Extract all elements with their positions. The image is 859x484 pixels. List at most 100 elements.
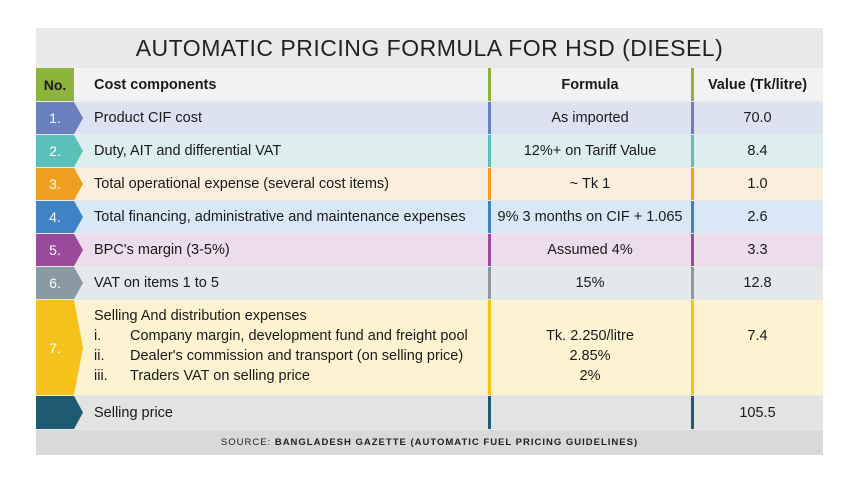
row-arrow-icon xyxy=(74,168,83,200)
value-cell: 12.8 xyxy=(743,275,772,291)
header-divider xyxy=(691,68,694,101)
table-row: 2. Duty, AIT and differential VAT 12%+ o… xyxy=(36,135,823,167)
row-number-cell: 3. xyxy=(36,168,83,200)
subitem-roman: i. xyxy=(94,328,102,344)
row-number: 7. xyxy=(36,300,74,395)
cost-cell: BPC's margin (3-5%) xyxy=(83,234,488,266)
subitem-text: Dealer's commission and transport (on se… xyxy=(130,348,464,364)
column-divider xyxy=(691,267,694,299)
column-divider xyxy=(691,234,694,266)
value-cell: 2.6 xyxy=(747,209,768,225)
table-row: 5. BPC's margin (3-5%) Assumed 4% 3.3 xyxy=(36,234,823,266)
column-divider xyxy=(488,396,491,429)
row-number-cell: 4. xyxy=(36,201,83,233)
subitem-formula: Tk. 2.250/litre xyxy=(546,328,634,344)
row-number-cell: 2. xyxy=(36,135,83,167)
cost-text: Total financing, administrative and main… xyxy=(94,209,466,225)
row-number: 5. xyxy=(36,234,74,266)
column-divider xyxy=(488,201,491,233)
cost-cell: Duty, AIT and differential VAT xyxy=(83,135,488,167)
column-divider xyxy=(691,201,694,233)
row-number xyxy=(36,396,74,429)
subitem-roman: iii. xyxy=(94,368,108,384)
cost-text: Duty, AIT and differential VAT xyxy=(94,143,282,159)
cost-cell: Product CIF cost xyxy=(83,102,488,134)
cost-cell: VAT on items 1 to 5 xyxy=(83,267,488,299)
value-cell: 8.4 xyxy=(747,143,768,159)
subitem: ii. Dealer's commission and transport (on… xyxy=(94,346,468,366)
column-divider xyxy=(488,234,491,266)
column-divider xyxy=(691,396,694,429)
formula-cell: Assumed 4% xyxy=(547,242,633,258)
cost-cell: Selling And distribution expenses i. Comp… xyxy=(94,306,468,386)
value-cell: 3.3 xyxy=(747,242,768,258)
row-number: 4. xyxy=(36,201,74,233)
formula-cell: ~ Tk 1 xyxy=(569,176,611,192)
row-arrow-icon xyxy=(74,300,83,395)
subitem-formula: 2% xyxy=(579,368,601,384)
row-number-cell: 5. xyxy=(36,234,83,266)
column-divider xyxy=(488,267,491,299)
column-divider xyxy=(691,102,694,134)
row-number: 2. xyxy=(36,135,74,167)
column-divider xyxy=(691,168,694,200)
column-divider xyxy=(488,135,491,167)
cost-cell: Total financing, administrative and main… xyxy=(83,201,488,233)
column-divider xyxy=(691,300,694,395)
row-number-cell: 1. xyxy=(36,102,83,134)
subitem: i. Company margin, development fund and f… xyxy=(94,326,468,346)
value-cell: 70.0 xyxy=(743,110,772,126)
row-arrow-icon xyxy=(74,201,83,233)
subitem: iii. Traders VAT on selling price xyxy=(94,366,468,386)
header-divider xyxy=(488,68,491,101)
row-number-cell: 7. xyxy=(36,300,83,395)
row-number: 1. xyxy=(36,102,74,134)
cost-text: Total operational expense (several cost … xyxy=(94,176,389,192)
row-arrow-icon xyxy=(74,135,83,167)
cost-cell: Total operational expense (several cost … xyxy=(83,168,488,200)
header-formula: Formula xyxy=(561,76,619,93)
row-arrow-icon xyxy=(74,102,83,134)
source-label: SOURCE: xyxy=(220,437,272,448)
column-divider xyxy=(691,135,694,167)
cost-text: BPC's margin (3-5%) xyxy=(94,242,230,258)
source-caption: SOURCE: BANGLADESH GAZETTE (AUTOMATIC FU… xyxy=(36,430,823,455)
pricing-table: AUTOMATIC PRICING FORMULA FOR HSD (DIESE… xyxy=(36,28,823,455)
row-number-cell: 6. xyxy=(36,267,83,299)
column-divider xyxy=(488,168,491,200)
subitem-text: Traders VAT on selling price xyxy=(130,368,310,384)
formula-cell: 12%+ on Tariff Value xyxy=(523,143,657,159)
header-value: Value (Tk/litre) xyxy=(707,76,808,93)
cost-text: Selling price xyxy=(94,404,173,421)
formula-cell: As imported xyxy=(551,110,629,126)
row-number: 6. xyxy=(36,267,74,299)
table-row: 4. Total financing, administrative and m… xyxy=(36,201,823,233)
cost-text: Selling And distribution expenses xyxy=(94,308,307,324)
subitem-roman: ii. xyxy=(94,348,105,364)
formula-cell xyxy=(488,396,692,429)
header-row: No. Cost components Formula Value (Tk/li… xyxy=(36,68,823,101)
table-row: 3. Total operational expense (several co… xyxy=(36,168,823,200)
value-cell: 105.5 xyxy=(739,404,776,421)
row-arrow-icon xyxy=(74,267,83,299)
formula-cell: Tk. 2.250/litre 2.85% 2% xyxy=(488,326,692,386)
header-no-cell: No. xyxy=(36,68,83,101)
header-no: No. xyxy=(36,68,74,101)
row-number: 3. xyxy=(36,168,74,200)
column-divider xyxy=(488,300,491,395)
value-cell: 7.4 xyxy=(747,328,768,344)
cost-text: Product CIF cost xyxy=(94,110,202,126)
row-arrow-icon xyxy=(74,234,83,266)
table-row: 7. Selling And distribution expenses i. C… xyxy=(36,300,823,395)
column-divider xyxy=(488,102,491,134)
value-cell: 1.0 xyxy=(747,176,768,192)
header-cost-cell: Cost components xyxy=(83,68,488,101)
row-arrow-icon xyxy=(74,396,83,429)
cost-text: VAT on items 1 to 5 xyxy=(94,275,219,291)
table-row: Selling price 105.5 xyxy=(36,396,823,429)
formula-cell: 15% xyxy=(575,275,605,291)
table-row: 6. VAT on items 1 to 5 15% 12.8 xyxy=(36,267,823,299)
subitem-text: Company margin, development fund and fre… xyxy=(130,328,468,344)
row-number-cell xyxy=(36,396,83,429)
cost-cell: Selling price xyxy=(83,396,488,429)
